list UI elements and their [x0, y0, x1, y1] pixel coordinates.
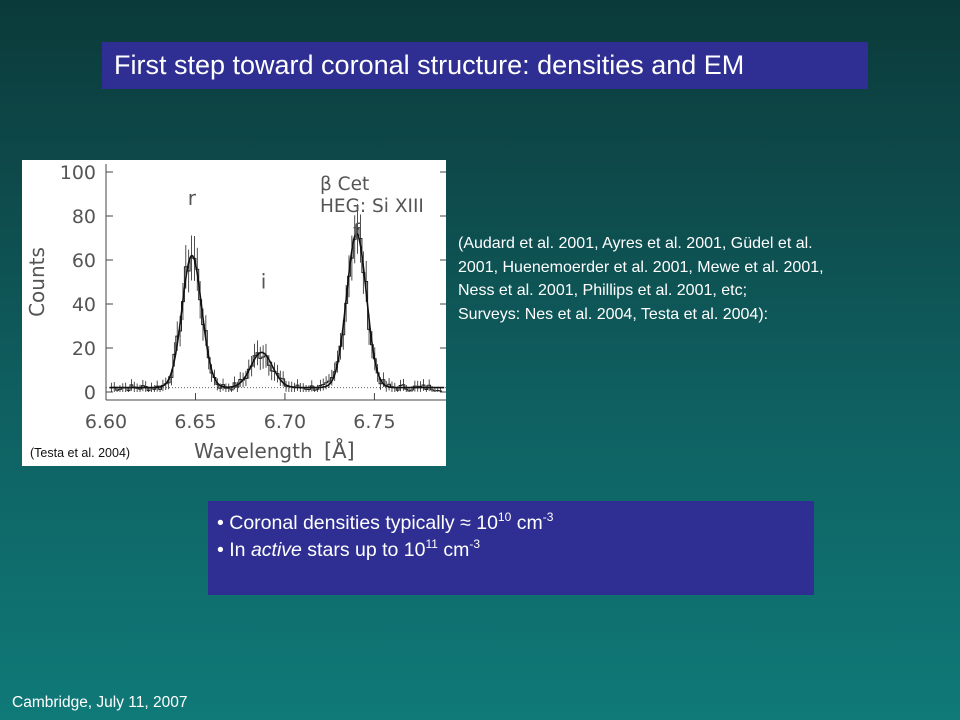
legend-star-name: β Cet — [320, 174, 369, 195]
y-tick-label: 40 — [72, 294, 96, 316]
line-label-r: r — [188, 186, 197, 210]
reference-line: 2001, Huenemoerder et al. 2001, Mewe et … — [458, 258, 824, 276]
slide-title: First step toward coronal structure: den… — [102, 42, 868, 89]
spectrum-chart: 0 20 40 60 80 100 6.60 6.65 6.70 6.75 Counts Wavele… — [25, 162, 446, 463]
data-histogram — [109, 228, 443, 392]
spectrum-figure: 0 20 40 60 80 100 6.60 6.65 6.70 6.75 Counts Wavele… — [22, 160, 446, 466]
x-tick-label: 6.75 — [353, 411, 395, 433]
reference-line: Ness et al. 2001, Phillips et al. 2001, … — [458, 282, 748, 299]
y-tick-label: 60 — [72, 250, 96, 272]
line-label-i: i — [261, 270, 267, 294]
x-axis-unit: [Å] — [324, 437, 355, 463]
references-text: (Audard et al. 2001, Ayres et al. 2001, … — [458, 232, 958, 326]
x-tick-label: 6.70 — [264, 411, 306, 433]
y-tick-label: 80 — [72, 206, 96, 228]
legend-instrument: HEG: Si XIII — [320, 196, 424, 217]
reference-line: (Audard et al. 2001, Ayres et al. 2001, … — [458, 235, 813, 252]
reference-line: Surveys: Nes et al. 2004, Testa et al. 2… — [458, 305, 769, 323]
line-label-f: f — [353, 219, 361, 243]
y-axis-label: Counts — [25, 247, 49, 317]
y-tick-label: 0 — [84, 382, 96, 404]
footer-date: Cambridge, July 11, 2007 — [12, 694, 188, 711]
summary-box: • Coronal densities typically ≈ 1010 cm-… — [208, 501, 814, 595]
x-axis-label: Wavelength — [194, 439, 313, 463]
figure-caption: (Testa et al. 2004) — [30, 446, 131, 460]
y-tick-label: 100 — [60, 162, 96, 184]
bullet-active-stars: • In active stars up to 1011 cm-3 — [217, 537, 481, 561]
x-tick-label: 6.60 — [85, 411, 127, 433]
x-tick-label: 6.65 — [174, 411, 216, 433]
model-curve — [109, 232, 445, 389]
bullet-densities: • Coronal densities typically ≈ 1010 cm-… — [217, 510, 554, 534]
y-tick-label: 20 — [72, 338, 96, 360]
